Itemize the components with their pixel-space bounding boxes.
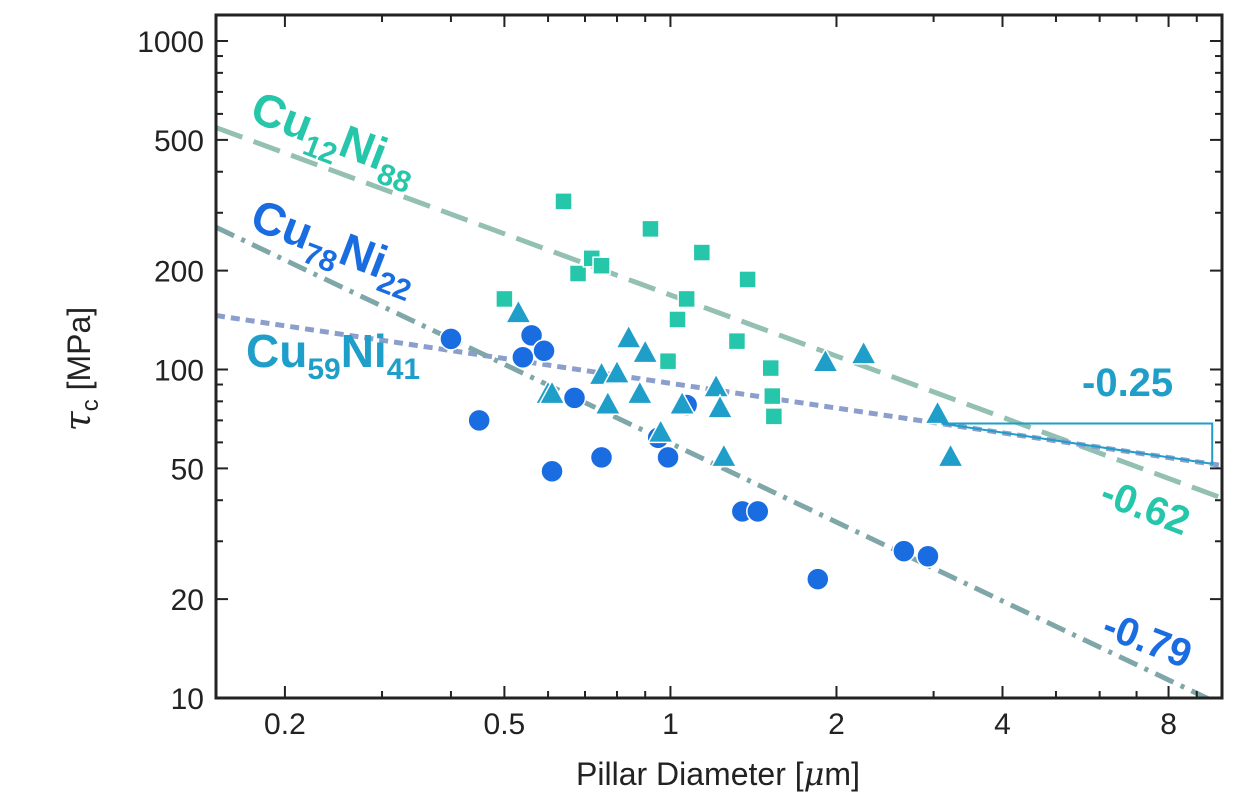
data-point-circle-2	[511, 345, 535, 369]
y-tick-label: 200	[154, 256, 204, 289]
slope-label-cu59ni41: -0.25	[1082, 361, 1173, 405]
data-point-triangle-9	[646, 417, 675, 444]
data-point-triangle-7	[626, 379, 654, 405]
data-point-circle-15	[916, 544, 940, 569]
data-point-triangle-15	[849, 339, 878, 365]
data-point-triangle-16	[923, 399, 952, 425]
y-tick-label: 50	[171, 453, 204, 486]
data-point-circle-4	[532, 339, 556, 363]
data-point-triangle-14	[811, 347, 840, 373]
data-point-circle-14	[892, 539, 916, 563]
data-point-triangle-10	[668, 389, 696, 415]
data-point-square-1	[554, 192, 573, 211]
data-point-triangle-0	[504, 298, 533, 324]
data-point-square-5	[641, 219, 660, 239]
data-point-triangle-6	[614, 323, 643, 349]
plot-area-frame	[214, 13, 1224, 700]
slope-label-cu78ni22: -0.79	[1097, 603, 1198, 677]
x-tick-label: 1	[662, 708, 679, 741]
x-tick-label: 8	[1160, 708, 1177, 741]
data-point-square-8	[677, 289, 696, 309]
x-axis-title: Pillar Diameter [μm]	[576, 755, 860, 793]
data-point-square-2	[568, 264, 588, 283]
data-point-circle-9	[656, 445, 680, 470]
data-point-triangle-2	[538, 379, 566, 405]
data-point-triangle-4	[594, 389, 622, 415]
x-tick-label: 4	[994, 708, 1011, 741]
data-point-circle-1	[467, 408, 491, 433]
axis-ticks: 0.2 0.5 1 2 4 8 10 20 50 100 200 500 1000	[137, 15, 1223, 741]
data-point-circle-3	[519, 323, 544, 348]
y-tick-label: 10	[171, 683, 204, 716]
data-point-square-6	[658, 351, 678, 371]
data-point-square-10	[727, 331, 747, 351]
x-tick-label: 2	[828, 708, 845, 741]
data-point-square-0	[495, 289, 514, 309]
data-point-square-13	[763, 386, 782, 406]
data-point-circle-13	[806, 567, 830, 591]
data-point-triangle-8	[631, 338, 659, 364]
data-point-square-12	[761, 358, 780, 378]
data-point-circle-5	[540, 459, 564, 484]
y-tick-label: 100	[154, 355, 204, 388]
x-tick-label: 0.5	[484, 708, 526, 741]
y-axis-title: τc [MPa]	[58, 307, 104, 431]
data-point-square-14	[764, 407, 784, 426]
data-point-square-4	[592, 256, 611, 275]
data-point-circle-6	[562, 386, 587, 410]
svg-text:Cu78Ni22: Cu78Ni22	[241, 189, 425, 308]
data-point-triangle-5	[603, 358, 631, 384]
data-point-circle-0	[439, 327, 463, 351]
y-tick-label: 500	[154, 125, 204, 158]
slope-triangle	[941, 422, 1214, 466]
data-point-triangle-13	[710, 442, 738, 468]
data-markers	[439, 192, 965, 591]
svg-text:Cu59Ni41: Cu59Ni41	[246, 325, 420, 386]
y-tick-label: 1000	[137, 26, 204, 59]
series-label-cu78ni22: Cu78Ni22	[241, 189, 425, 308]
data-point-circle-12	[746, 499, 770, 524]
data-point-square-7	[668, 310, 687, 329]
data-point-triangle-17	[936, 442, 965, 468]
svg-text:Cu12Ni88: Cu12Ni88	[241, 81, 425, 200]
data-point-square-11	[738, 270, 757, 289]
data-point-circle-7	[589, 445, 614, 470]
data-point-triangle-11	[702, 372, 730, 398]
data-point-square-9	[692, 243, 712, 262]
fit-line-0	[216, 125, 1222, 501]
fit-line-1	[216, 225, 1213, 698]
x-tick-label: 0.2	[264, 708, 306, 741]
series-label-cu12ni88: Cu12Ni88	[241, 81, 425, 200]
data-point-triangle-12	[706, 393, 734, 419]
y-tick-label: 20	[171, 584, 204, 617]
series-label-cu59ni41: Cu59Ni41	[246, 325, 420, 386]
